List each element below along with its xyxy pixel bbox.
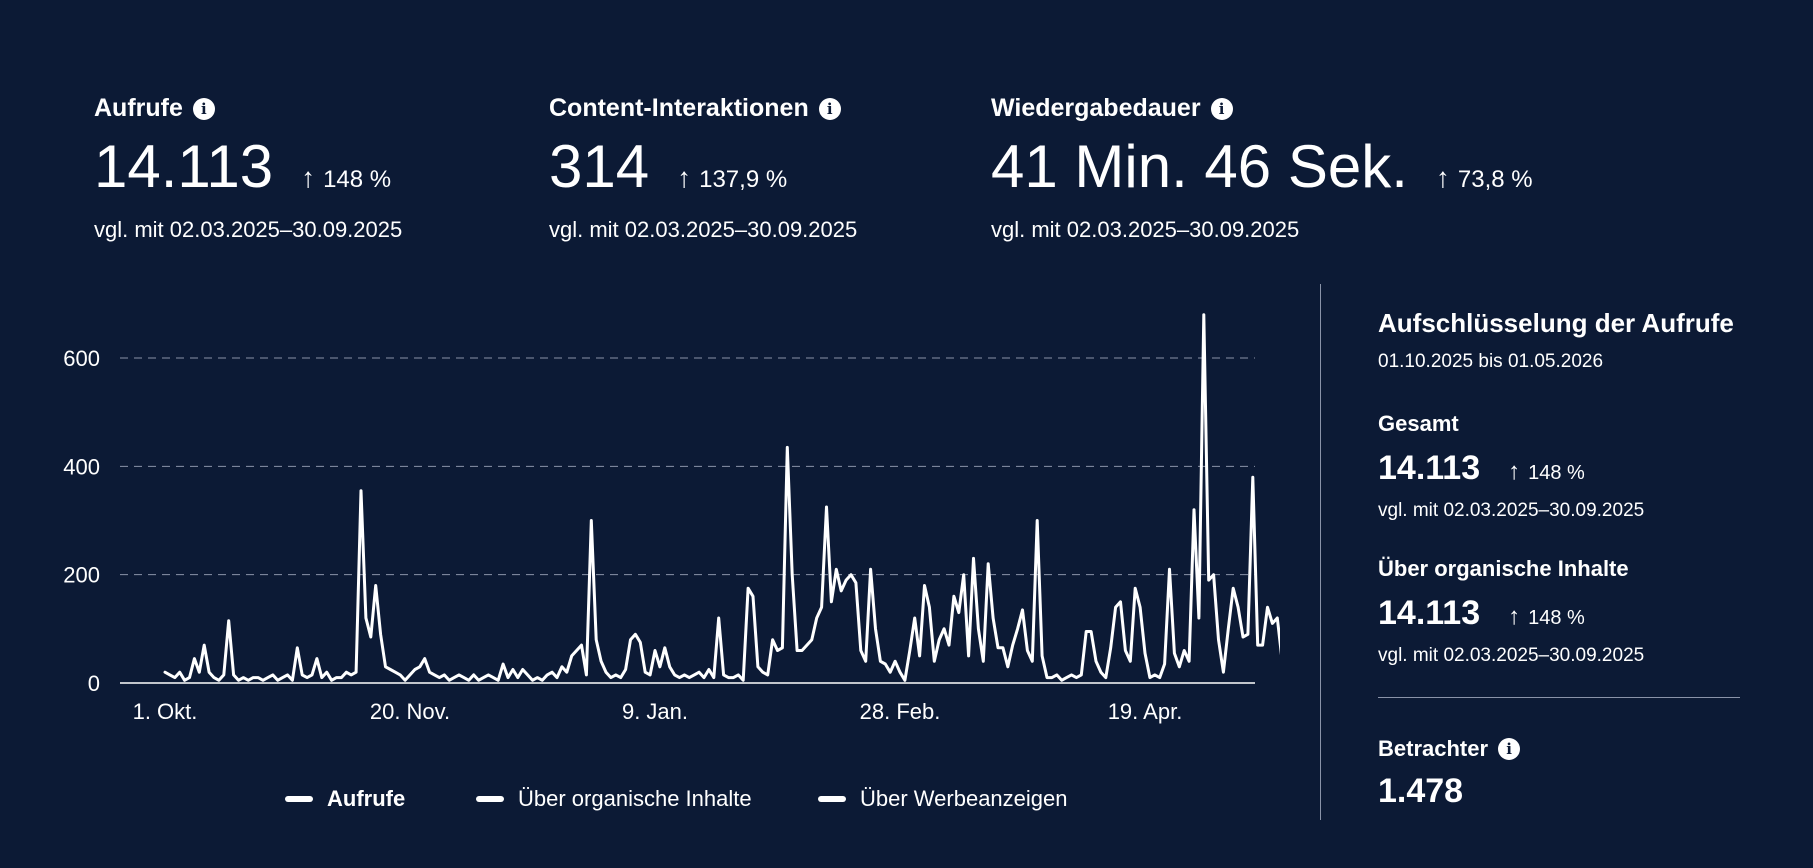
arrow-up-icon: ↑ [1508,458,1521,485]
info-icon[interactable]: i [1498,738,1521,760]
info-icon[interactable]: i [818,97,841,120]
organic-change: 148 % [1528,607,1585,629]
metric-views-label: Aufrufe [94,94,183,122]
breakdown-range: 01.10.2025 bis 01.05.2026 [1378,351,1604,372]
info-icon[interactable]: i [192,97,215,120]
metric-watchtime-label: Wiedergabedauer [991,94,1201,122]
metric-views: Aufrufe i 14.113 ↑ 148 % vgl. mit 02.03.… [94,94,402,243]
metric-header: Aufrufe i [94,94,402,123]
viewers-label: Betrachter [1378,736,1489,761]
total-compare: vgl. mit 02.03.2025–30.09.2025 [1378,500,1645,521]
y-tick-label: 400 [63,454,100,479]
organic-compare: vgl. mit 02.03.2025–30.09.2025 [1378,645,1645,666]
metric-watchtime-compare: vgl. mit 02.03.2025–30.09.2025 [991,217,1300,242]
total-row: 14.113 ↑ 148 % [1378,449,1738,488]
metric-interactions: Content-Interaktionen i 314 ↑ 137,9 % vg… [549,94,857,243]
legend-item-ads[interactable]: Über Werbeanzeigen [818,786,1068,812]
legend-label: Über organische Inhalte [518,786,752,811]
metric-interactions-value: 314 [549,133,650,200]
total-change: 148 % [1528,462,1585,484]
metric-watchtime-value: 41 Min. 46 Sek. [991,133,1408,200]
metric-value-row: 314 ↑ 137,9 % [549,137,857,197]
metric-value-row: 41 Min. 46 Sek. ↑ 73,8 % [991,137,1533,197]
legend-swatch [818,796,846,802]
x-tick-label: 9. Jan. [622,699,688,724]
metric-header: Content-Interaktionen i [549,94,857,123]
legend-label: Aufrufe [327,786,406,811]
metric-watchtime: Wiedergabedauer i 41 Min. 46 Sek. ↑ 73,8… [991,94,1533,243]
x-tick-label: 20. Nov. [370,699,450,724]
viewers-block: Betrachter i 1.478 [1378,736,1738,811]
y-tick-label: 200 [63,563,100,588]
section-divider [1378,697,1740,698]
legend-item-views[interactable]: Aufrufe [285,786,405,812]
legend-label: Über Werbeanzeigen [860,786,1068,811]
viewers-value: 1.478 [1378,772,1464,810]
arrow-up-icon: ↑ [1435,162,1450,193]
organic-label: Über organische Inhalte [1378,556,1629,581]
breakdown-panel: Aufschlüsselung der Aufrufe 01.10.2025 b… [1378,308,1738,667]
total-value: 14.113 [1378,449,1481,487]
organic-value: 14.113 [1378,594,1481,632]
info-icon[interactable]: i [1210,97,1233,120]
legend-item-organic[interactable]: Über organische Inhalte [476,786,752,812]
arrow-up-icon: ↑ [301,162,316,193]
x-tick-label: 19. Apr. [1108,699,1183,724]
x-tick-label: 28. Feb. [860,699,941,724]
metric-interactions-label: Content-Interaktionen [549,94,809,122]
metric-views-change: 148 % [323,166,392,193]
metric-interactions-change: 137,9 % [699,166,788,193]
legend-swatch [476,796,504,802]
legend-swatch [285,796,313,802]
viewers-header: Betrachter i [1378,736,1738,762]
metric-watchtime-change: 73,8 % [1457,166,1533,193]
metric-views-compare: vgl. mit 02.03.2025–30.09.2025 [94,217,403,242]
panel-divider [1320,284,1321,820]
metric-value-row: 14.113 ↑ 148 % [94,137,402,197]
y-tick-label: 0 [88,671,100,696]
x-tick-label: 1. Okt. [133,699,198,724]
metric-header: Wiedergabedauer i [991,94,1533,123]
total-label: Gesamt [1378,411,1459,436]
arrow-up-icon: ↑ [677,162,692,193]
y-tick-label: 600 [63,346,100,371]
arrow-up-icon: ↑ [1508,603,1521,630]
breakdown-title: Aufschlüsselung der Aufrufe [1378,308,1734,338]
organic-row: 14.113 ↑ 148 % [1378,594,1738,633]
metric-interactions-compare: vgl. mit 02.03.2025–30.09.2025 [549,217,858,242]
views-line-chart: 0 200 400 600 1. Okt. 20. Nov. 9. Jan. 28. Feb.… [63,313,1280,724]
metric-views-value: 14.113 [94,133,274,200]
series-line-views [163,313,1280,682]
